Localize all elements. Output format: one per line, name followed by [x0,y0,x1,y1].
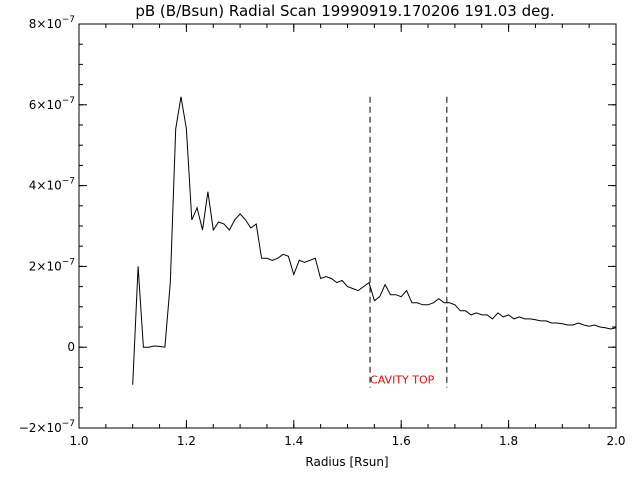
cavity-top-label: CAVITY TOP [370,374,435,387]
x-tick-label: 1.4 [284,434,303,448]
x-tick-label: 1.0 [69,434,88,448]
annotations: CAVITY TOP [369,96,448,388]
y-tick-label: 8×10−7 [29,15,75,31]
plot-frame [78,23,617,429]
x-tick-label: 1.6 [392,434,411,448]
y-tick-label: 6×10−7 [29,96,75,112]
x-axis-ticks: 1.0 1.2 1.4 1.6 1.8 2.0 [69,24,626,448]
chart-title: pB (B/Bsun) Radial Scan 19990919.170206 … [135,2,554,20]
x-tick-label: 2.0 [606,434,625,448]
x-tick-label: 1.2 [177,434,196,448]
series-line [132,96,617,385]
y-tick-label: 0 [67,340,75,354]
x-axis-label: Radius [Rsun] [305,455,388,469]
y-tick-label: 2×10−7 [29,257,75,273]
y-tick-label: −2×10−7 [19,419,75,435]
y-tick-label: 4×10−7 [29,177,75,193]
x-tick-label: 1.8 [499,434,518,448]
y-axis-ticks: −2×10−7 0 2×10−7 4×10−7 6×10−7 8×10−7 [19,15,616,435]
